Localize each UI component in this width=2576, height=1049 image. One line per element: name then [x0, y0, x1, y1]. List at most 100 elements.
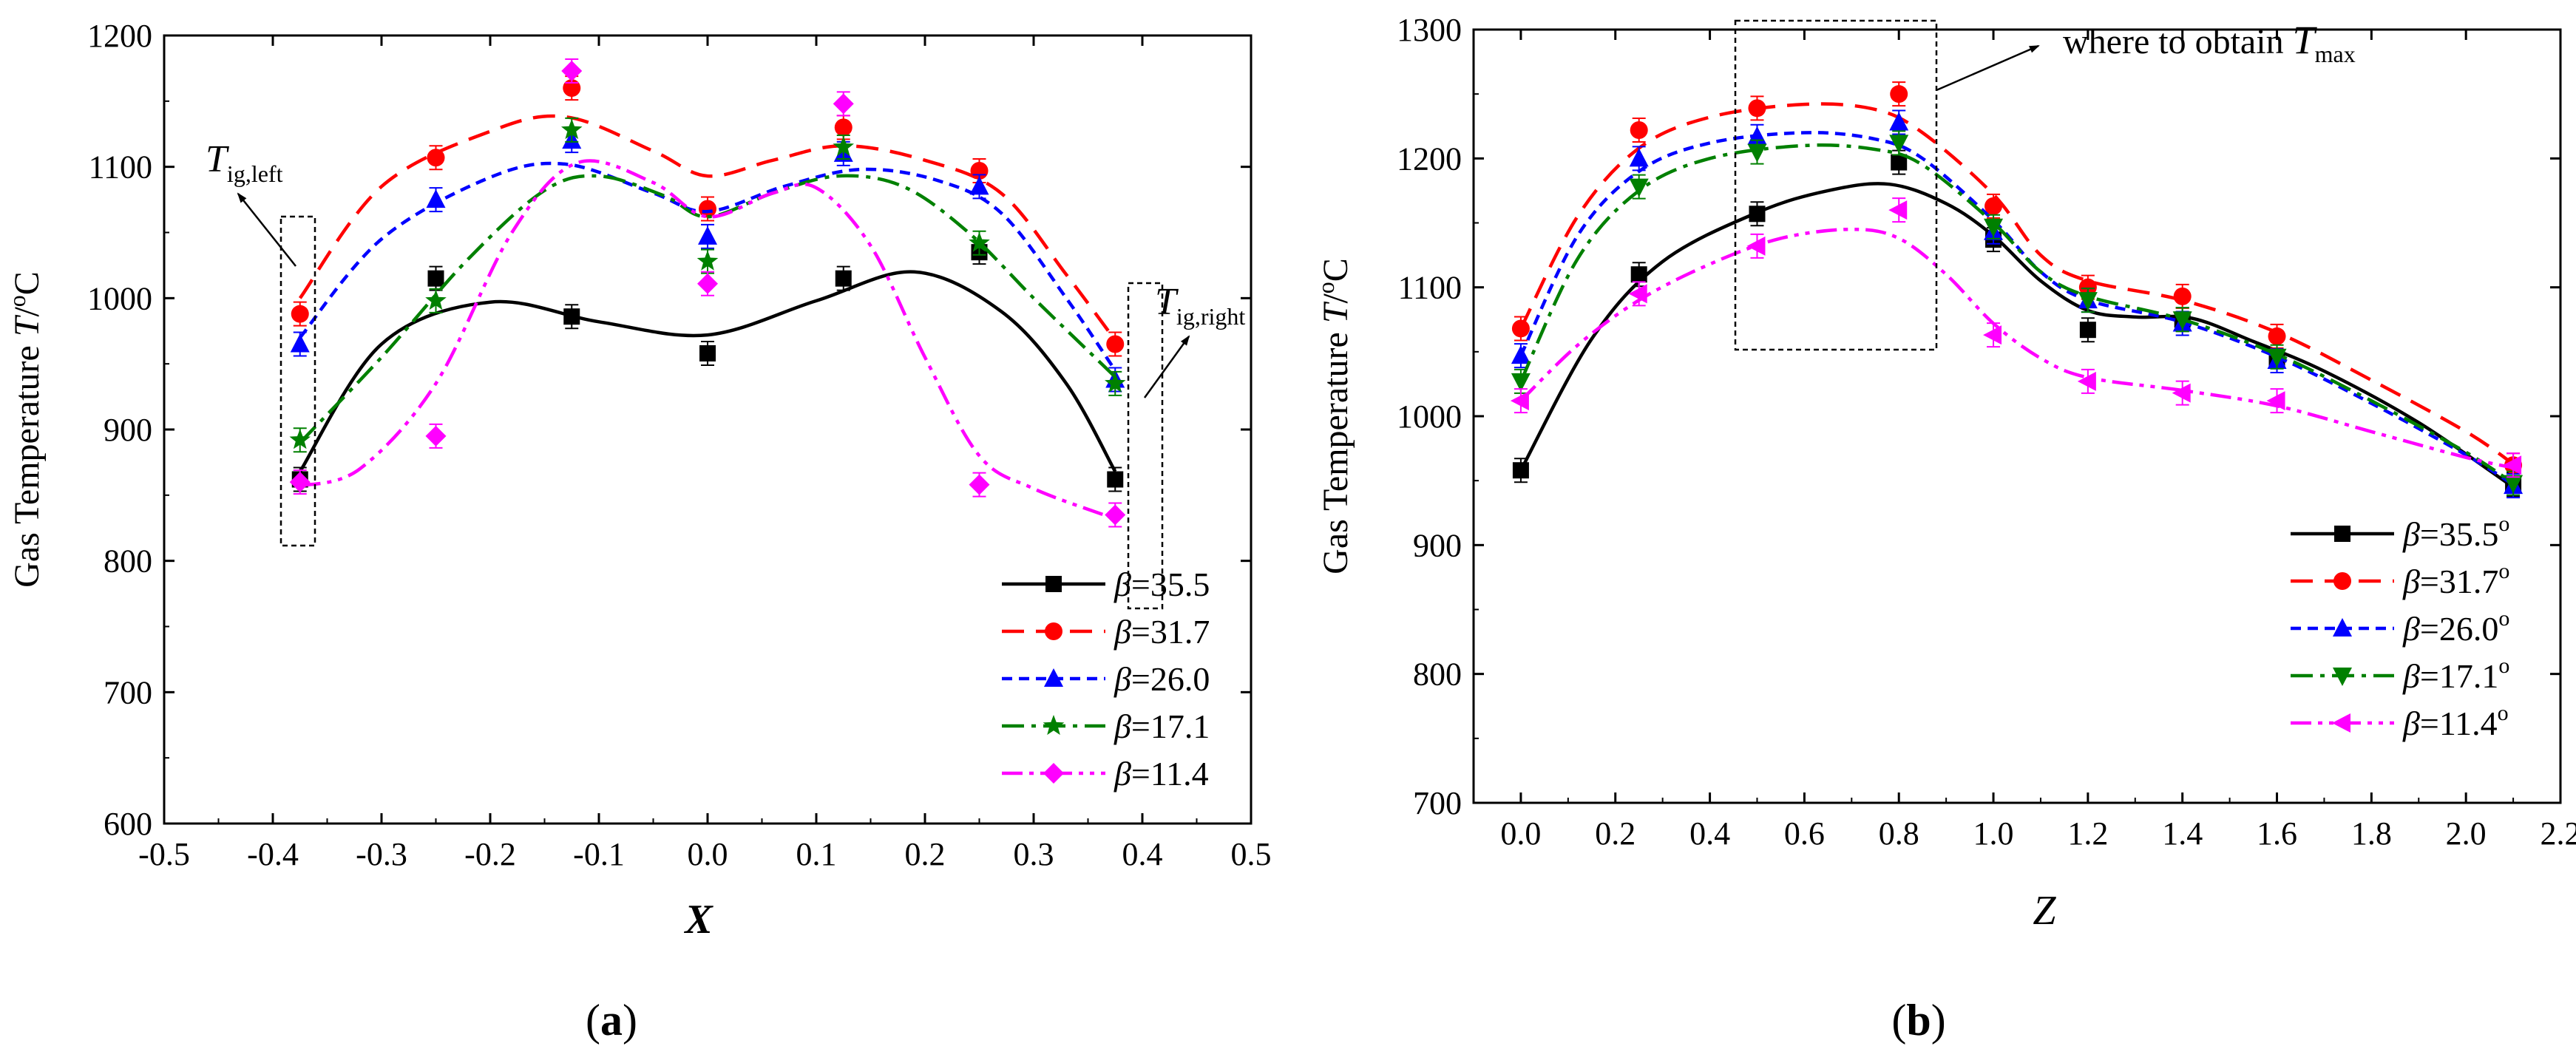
data-point [698, 225, 717, 245]
panel-b-ylabel: Gas Temperature T/oC [1312, 258, 1355, 574]
data-point [2504, 475, 2524, 494]
data-point [2077, 371, 2096, 391]
data-point [969, 176, 989, 195]
data-point [833, 93, 854, 115]
series-line [299, 159, 1116, 520]
panel-a: -0.5 -0.4 -0.3 -0.2 -0.1 0.0 0.1 0.2 0.3 0.4 0.5 60… [4, 18, 1272, 1045]
x-tick-label: 0.2 [1595, 815, 1636, 852]
data-point [835, 270, 852, 287]
legend-marker [2334, 526, 2350, 542]
series-line [298, 114, 1117, 342]
panel-a-plot-frame [163, 34, 1253, 825]
data-point [1889, 112, 1909, 131]
y-tick-label: 800 [104, 543, 152, 580]
series-line [1519, 182, 2515, 489]
data-point [563, 308, 580, 325]
series-line [1519, 131, 2515, 486]
panel-b-legend: β=35.5o β=31.7o β=26.0o β=17.1o β=11.4o [2291, 512, 2509, 742]
data-point [291, 305, 309, 323]
panel-a-label: (a) [586, 996, 637, 1045]
data-point [699, 200, 716, 218]
series-line [1519, 143, 2515, 485]
data-point [2267, 348, 2287, 367]
legend-entry: β=26.0o [2291, 606, 2509, 648]
legend-entry: β=31.7 [1002, 613, 1210, 651]
x-tick-label: 0.5 [1231, 836, 1272, 872]
x-tick-label: -0.4 [247, 836, 299, 872]
data-point [1511, 373, 1531, 392]
data-point [969, 474, 990, 495]
legend-label: β=11.4 [1114, 755, 1209, 792]
data-point [1105, 372, 1126, 393]
data-point [833, 136, 854, 157]
legend-entry: β=17.1o [2291, 653, 2509, 695]
panel-a-series [289, 58, 1126, 528]
x-tick-label: 0.1 [796, 836, 837, 872]
data-point [561, 118, 583, 140]
y-tick-label: 900 [104, 412, 152, 448]
data-point [1629, 148, 1649, 167]
x-tick-label: 0.8 [1879, 815, 1919, 852]
data-point [290, 333, 310, 353]
series-line [299, 161, 1117, 372]
data-point [1107, 471, 1124, 488]
data-point [561, 60, 583, 81]
y-tick-label: 700 [1413, 785, 1462, 821]
y-tick-label: 1100 [1398, 270, 1462, 306]
data-point [2172, 311, 2192, 330]
data-point [1983, 325, 2002, 345]
data-point [1746, 236, 1766, 256]
legend-marker [2333, 668, 2352, 686]
data-point [1984, 197, 2003, 215]
legend-entry: β=35.5o [2291, 512, 2509, 553]
legend-marker [2333, 572, 2351, 590]
legend-marker [1044, 668, 1063, 687]
y-tick-label: 800 [1413, 656, 1462, 693]
series-a-4 [289, 58, 1126, 528]
y-tick-label: 1000 [87, 280, 152, 316]
data-point [1748, 99, 1766, 118]
legend-marker [1045, 576, 1062, 592]
legend-label: β=17.1 [1114, 707, 1210, 745]
x-tick-label: 1.8 [2351, 815, 2392, 852]
data-point [425, 289, 447, 310]
series-b-4 [1510, 197, 2522, 478]
x-tick-label: -0.2 [464, 836, 516, 872]
data-point [1984, 218, 2004, 237]
data-point [696, 250, 719, 271]
x-tick-label: 0.2 [905, 836, 946, 872]
legend-label: β=35.5 [1114, 566, 1210, 603]
ig-left-box [279, 215, 316, 547]
data-point [1512, 462, 1529, 479]
panel-b-ticks: 0.0 0.2 0.4 0.6 0.8 1.0 1.2 1.4 1.6 1.8 2.0 2.2 700 8… [1397, 12, 2576, 852]
data-point [2268, 327, 2286, 345]
ig-left-label: Tig,left [206, 138, 283, 187]
data-point [1630, 266, 1647, 283]
tmax-label: where to obtain Tmax [2063, 18, 2356, 67]
series-line [298, 270, 1117, 473]
data-point [1747, 143, 1767, 163]
ig-left-arrow [237, 192, 296, 267]
panel-b-series [1510, 81, 2524, 499]
data-point [2173, 287, 2192, 305]
panel-a-annotations: Tig,left Tig,right [206, 138, 1245, 610]
data-point [1510, 391, 1529, 411]
data-point [1629, 178, 1649, 197]
panel-a-ticks: -0.5 -0.4 -0.3 -0.2 -0.1 0.0 0.1 0.2 0.3 0.4 0.5 60… [87, 18, 1272, 872]
x-tick-label: -0.5 [138, 836, 190, 872]
legend-marker [1043, 715, 1065, 736]
x-tick-label: -0.1 [573, 836, 625, 872]
legend-label: β=17.1o [2402, 653, 2509, 695]
panel-a-xlabel: X [683, 897, 714, 943]
x-tick-label: 1.4 [2162, 815, 2203, 852]
x-tick-label: 1.2 [2067, 815, 2108, 852]
x-tick-label: 0.3 [1014, 836, 1054, 872]
panel-a-ylabel: Gas Temperature T/oC [4, 271, 47, 588]
x-tick-label: 1.6 [2257, 815, 2297, 852]
data-point [2503, 455, 2522, 475]
data-point [2079, 322, 2096, 339]
y-tick-label: 600 [104, 806, 152, 842]
x-tick-label: 0.4 [1689, 815, 1730, 852]
data-point [834, 118, 853, 137]
